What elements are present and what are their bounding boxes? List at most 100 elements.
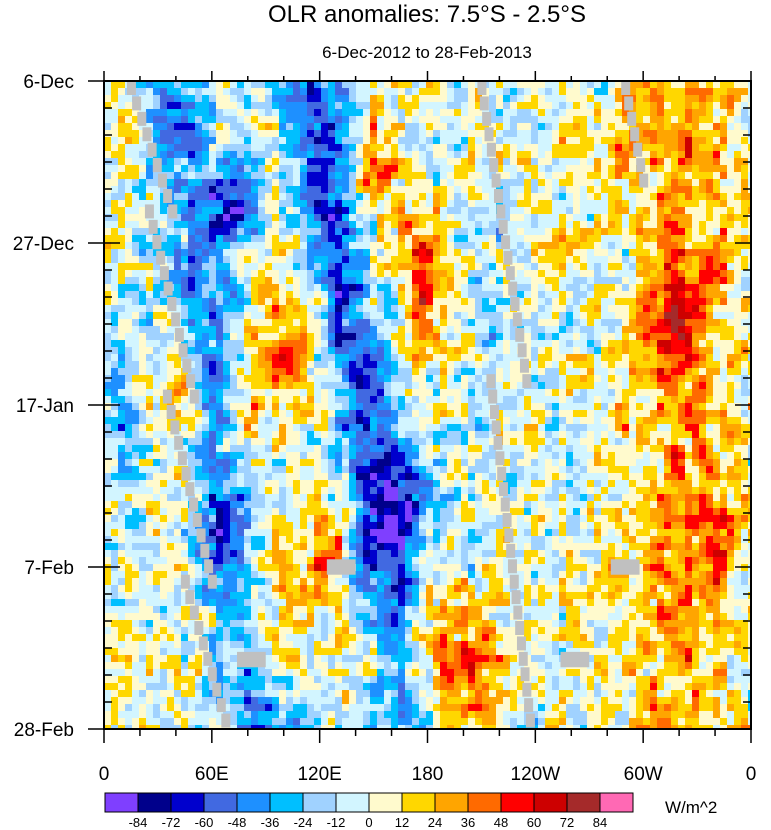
heatmap-cell <box>321 228 329 236</box>
heatmap-cell <box>594 116 602 124</box>
heatmap-cell <box>286 291 294 299</box>
heatmap-cell <box>580 396 588 404</box>
heatmap-cell <box>230 130 238 138</box>
heatmap-cell <box>300 263 308 271</box>
heatmap-cell <box>419 179 427 187</box>
heatmap-cell <box>118 186 126 194</box>
heatmap-cell <box>615 417 623 425</box>
heatmap-cell <box>111 242 119 250</box>
heatmap-cell <box>594 242 602 250</box>
heatmap-cell <box>608 200 616 208</box>
heatmap-cell <box>146 319 154 327</box>
heatmap-cell <box>363 193 371 201</box>
heatmap-cell <box>671 410 679 418</box>
heatmap-cell <box>692 179 700 187</box>
heatmap-cell <box>552 382 560 390</box>
heatmap-cell <box>363 102 371 110</box>
heatmap-cell <box>734 109 742 117</box>
heatmap-cell <box>398 319 406 327</box>
heatmap-cell <box>321 179 329 187</box>
heatmap-cell <box>223 214 231 222</box>
heatmap-cell <box>125 340 133 348</box>
heatmap-cell <box>559 81 567 89</box>
heatmap-cell <box>167 123 175 131</box>
heatmap-cell <box>524 221 532 229</box>
heatmap-cell <box>580 179 588 187</box>
heatmap-cell <box>461 277 469 285</box>
heatmap-cell <box>601 186 609 194</box>
heatmap-cell <box>517 116 525 124</box>
heatmap-cell <box>538 389 546 397</box>
heatmap-cell <box>223 340 231 348</box>
heatmap-cell <box>699 102 707 110</box>
heatmap-cell <box>160 158 168 166</box>
heatmap-cell <box>174 200 182 208</box>
heatmap-cell <box>181 172 189 180</box>
heatmap-cell <box>748 109 752 117</box>
heatmap-cell <box>314 403 322 411</box>
heatmap-cell <box>307 417 315 425</box>
heatmap-cell <box>230 333 238 341</box>
heatmap-cell <box>531 417 539 425</box>
heatmap-cell <box>265 221 273 229</box>
heatmap-cell <box>545 81 553 89</box>
heatmap-cell <box>531 438 539 446</box>
heatmap-cell <box>727 228 735 236</box>
heatmap-cell <box>748 326 752 334</box>
heatmap-cell <box>104 109 112 117</box>
heatmap-cell <box>419 347 427 355</box>
heatmap-cell <box>314 375 322 383</box>
heatmap-cell <box>118 368 126 376</box>
heatmap-cell <box>216 207 224 215</box>
heatmap-cell <box>664 200 672 208</box>
heatmap-cell <box>188 207 196 215</box>
heatmap-cell <box>356 242 364 250</box>
heatmap-cell <box>307 179 315 187</box>
heatmap-cell <box>258 347 266 355</box>
heatmap-cell <box>251 312 259 320</box>
heatmap-cell <box>559 263 567 271</box>
heatmap-cell <box>216 361 224 369</box>
heatmap-cell <box>713 249 721 257</box>
heatmap-cell <box>433 361 441 369</box>
heatmap-cell <box>167 88 175 96</box>
heatmap-cell <box>272 431 280 439</box>
heatmap-cell <box>566 305 574 313</box>
heatmap-cell <box>559 221 567 229</box>
heatmap-cell <box>377 144 385 152</box>
heatmap-cell <box>559 277 567 285</box>
heatmap-cell <box>643 165 651 173</box>
heatmap-cell <box>706 375 714 383</box>
heatmap-cell <box>440 88 448 96</box>
heatmap-cell <box>692 130 700 138</box>
heatmap-cell <box>398 249 406 257</box>
heatmap-cell <box>643 326 651 334</box>
heatmap-cell <box>314 158 322 166</box>
heatmap-cell <box>748 396 752 404</box>
heatmap-cell <box>426 452 434 460</box>
heatmap-cell <box>300 284 308 292</box>
heatmap-cell <box>349 417 357 425</box>
heatmap-cell <box>657 438 665 446</box>
heatmap-cell <box>657 270 665 278</box>
heatmap-cell <box>216 319 224 327</box>
heatmap-cell <box>377 88 385 96</box>
heatmap-cell <box>286 172 294 180</box>
heatmap-cell <box>587 200 595 208</box>
heatmap-cell <box>608 123 616 131</box>
heatmap-cell <box>258 298 266 306</box>
heatmap-cell <box>426 270 434 278</box>
heatmap-cell <box>510 179 518 187</box>
heatmap-cell <box>440 249 448 257</box>
heatmap-cell <box>636 221 644 229</box>
heatmap-cell <box>559 333 567 341</box>
heatmap-cell <box>741 340 749 348</box>
heatmap-cell <box>727 284 735 292</box>
heatmap-cell <box>328 312 336 320</box>
heatmap-cell <box>461 368 469 376</box>
heatmap-cell <box>699 249 707 257</box>
heatmap-cell <box>454 445 462 453</box>
heatmap-cell <box>132 375 140 383</box>
heatmap-cell <box>405 347 413 355</box>
heatmap-cell <box>559 340 567 348</box>
